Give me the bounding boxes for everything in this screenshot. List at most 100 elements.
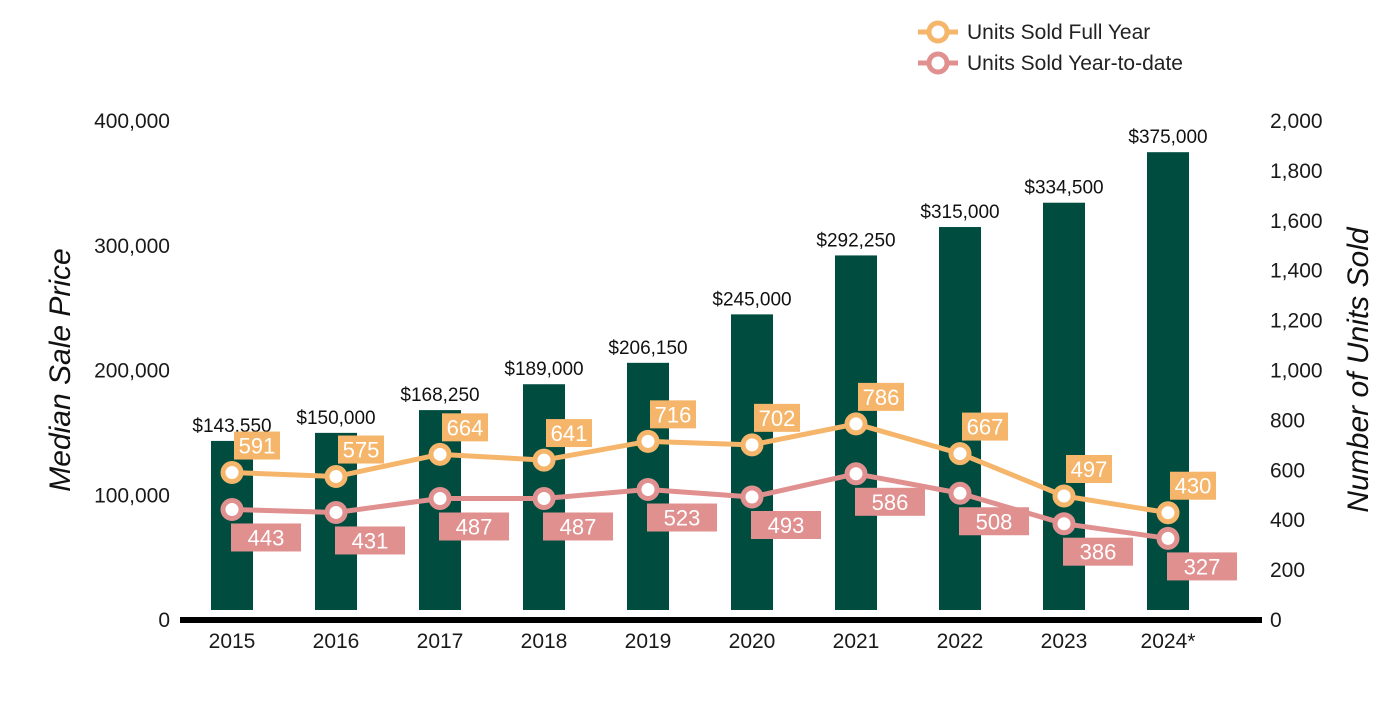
bar-value-label: $206,150	[608, 338, 687, 359]
series-marker	[636, 429, 660, 453]
y2-tick-label: 1,800	[1270, 160, 1323, 183]
point-value-box	[439, 512, 509, 541]
series-marker	[220, 497, 244, 521]
point-value-label: 443	[248, 525, 285, 550]
series-marker	[740, 485, 764, 509]
point-value-box	[1167, 552, 1237, 581]
y2-tick-label: 2,000	[1270, 110, 1323, 133]
y2-tick-label: 1,200	[1270, 310, 1323, 333]
bar-value-label: $292,250	[816, 230, 895, 251]
legend-label: Units Sold Year-to-date	[967, 52, 1183, 75]
point-value-box	[1170, 471, 1216, 500]
point-value-label: 716	[655, 402, 692, 427]
x-tick-label: 2017	[417, 630, 464, 653]
series-marker	[324, 465, 348, 489]
series-marker	[324, 500, 348, 524]
series-marker	[428, 486, 452, 510]
point-value-box	[855, 487, 925, 516]
point-value-box	[338, 435, 384, 464]
point-value-label: 386	[1080, 540, 1117, 565]
bar-value-label: $245,000	[712, 289, 791, 310]
legend-label: Units Sold Full Year	[967, 21, 1150, 44]
point-value-label: 523	[664, 506, 701, 531]
lines-layer	[220, 412, 1180, 550]
x-tick-label: 2015	[209, 630, 256, 653]
series-marker	[220, 461, 244, 485]
point-value-box	[647, 503, 717, 532]
point-value-box	[650, 400, 696, 429]
series-marker	[532, 486, 556, 510]
point-value-label: 702	[759, 406, 796, 431]
point-value-box	[231, 523, 301, 552]
point-value-box	[959, 507, 1029, 536]
point-value-box	[335, 526, 405, 555]
point-value-box	[442, 413, 488, 442]
ticks-layer: 2015 2016 2017 2018 2019 2020 2021 2022 2023 2024…	[94, 110, 1322, 653]
y-axis-label: Median Sale Price	[44, 248, 77, 491]
series-marker	[1052, 512, 1076, 536]
point-value-label: 664	[447, 415, 484, 440]
point-value-box	[858, 382, 904, 411]
y2-tick-label: 800	[1270, 409, 1305, 432]
y2-tick-label: 400	[1270, 509, 1305, 532]
series-marker	[532, 448, 556, 472]
y-tick-label: 0	[158, 609, 170, 632]
y-tick-label: 400,000	[94, 110, 170, 133]
y2-tick-label: 0	[1270, 609, 1282, 632]
bar	[731, 314, 773, 610]
point-value-box	[754, 403, 800, 432]
bar-value-label: $189,000	[504, 359, 583, 380]
series-marker	[844, 412, 868, 436]
point-value-box	[1063, 537, 1133, 566]
point-value-label: 487	[560, 514, 597, 539]
x-tick-label: 2018	[521, 630, 568, 653]
point-value-label: 575	[343, 438, 380, 463]
series-marker	[636, 478, 660, 502]
series-marker	[948, 481, 972, 505]
point-value-box	[546, 419, 592, 448]
point-value-box	[234, 431, 280, 460]
bar-value-label: $375,000	[1128, 127, 1207, 148]
y2-tick-label: 600	[1270, 459, 1305, 482]
series-marker	[844, 462, 868, 486]
bar-value-label: $334,500	[1024, 178, 1103, 199]
bar-value-label: $150,000	[296, 408, 375, 429]
point-value-label: 508	[976, 509, 1013, 534]
point-value-label: 487	[456, 514, 493, 539]
y2-tick-label: 1,600	[1270, 210, 1323, 233]
point-value-label: 497	[1071, 457, 1108, 482]
legend-marker	[926, 20, 950, 44]
x-tick-label: 2016	[313, 630, 360, 653]
y2-axis-label: Number of Units Sold	[1342, 226, 1375, 512]
x-tick-label: 2024*	[1141, 630, 1196, 653]
series-marker	[948, 442, 972, 466]
bar-value-label: $168,250	[400, 385, 479, 406]
point-value-label: 327	[1184, 554, 1221, 579]
x-tick-label: 2023	[1041, 630, 1088, 653]
point-value-box	[1066, 454, 1112, 483]
x-tick-label: 2022	[937, 630, 984, 653]
point-value-box	[543, 512, 613, 541]
bar-value-label: $315,000	[920, 202, 999, 223]
x-tick-label: 2020	[729, 630, 776, 653]
y2-tick-label: 200	[1270, 559, 1305, 582]
series-marker	[1052, 484, 1076, 508]
point-value-label: 493	[768, 513, 805, 538]
y2-tick-label: 1,000	[1270, 360, 1323, 383]
point-value-label: 641	[551, 421, 588, 446]
y2-tick-label: 1,400	[1270, 260, 1323, 283]
point-value-label: 430	[1175, 474, 1212, 499]
point-value-box	[962, 412, 1008, 441]
point-value-box	[751, 510, 821, 539]
point-value-label: 591	[239, 434, 276, 459]
series-line	[229, 421, 1171, 516]
labels-layer: $143,550 $150,000$168,250$189,000$206,150…	[192, 127, 1237, 581]
legend-marker	[926, 51, 950, 75]
point-value-label: 431	[352, 528, 389, 553]
point-value-label: 786	[863, 385, 900, 410]
series-marker	[1156, 501, 1180, 525]
y-tick-label: 100,000	[94, 484, 170, 507]
series-marker	[1156, 526, 1180, 550]
